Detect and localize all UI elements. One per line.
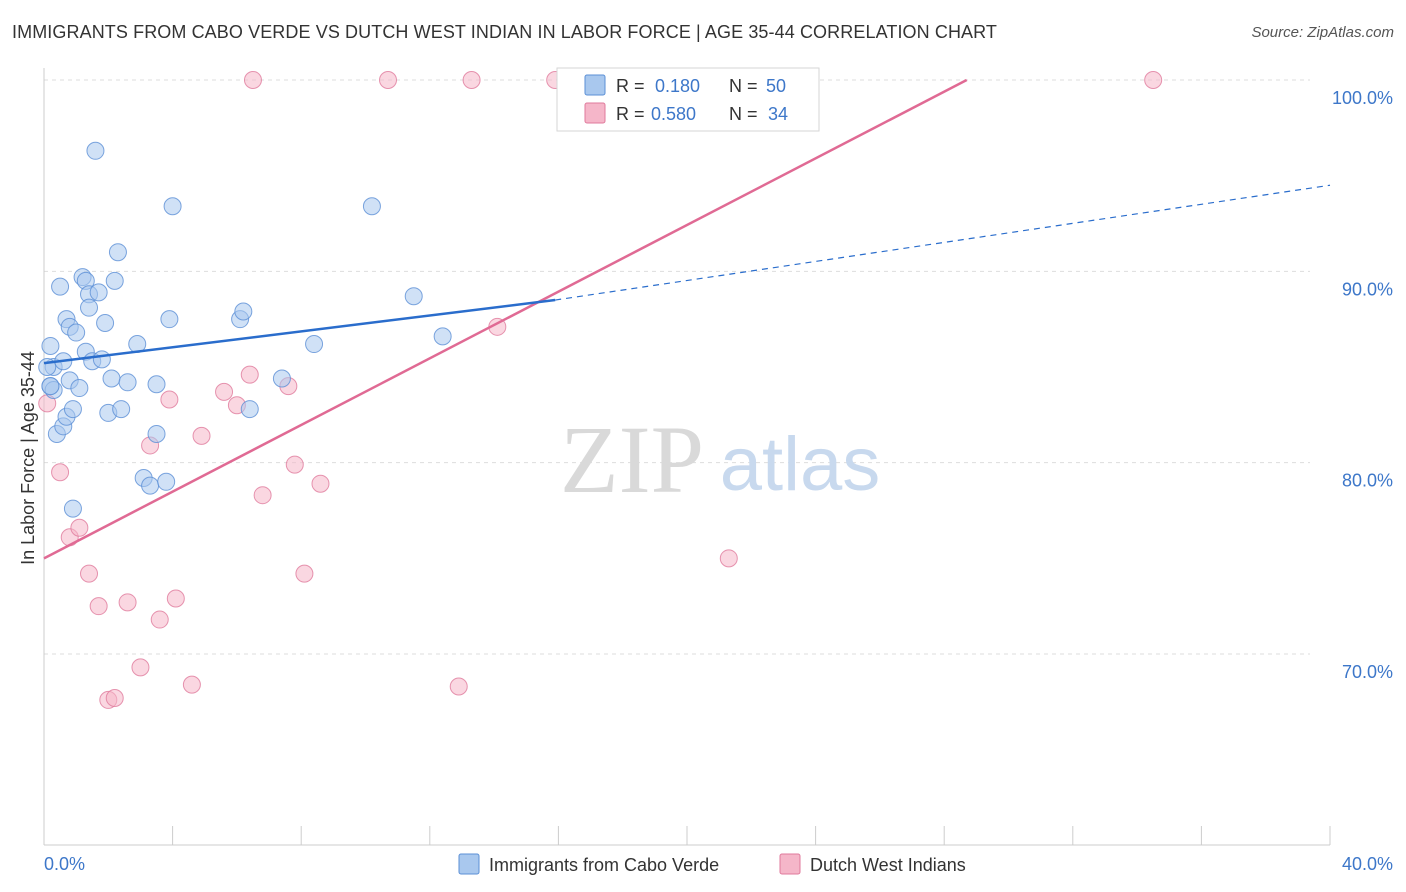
data-point-dutch-west-indians (243, 71, 262, 89)
data-point-dutch-west-indians (719, 549, 738, 568)
data-point-dutch-west-indians (449, 677, 468, 696)
data-point-dutch-west-indians (131, 658, 150, 677)
watermark-atlas: atlas (720, 422, 881, 507)
legend-n-label: N = (729, 76, 758, 96)
data-point-cabo-verde (147, 424, 166, 443)
axes (43, 68, 1331, 846)
legend-n-value: 34 (768, 104, 788, 124)
legend-n-value: 50 (766, 76, 786, 96)
data-point-dutch-west-indians (160, 390, 179, 409)
data-point-dutch-west-indians (166, 589, 185, 608)
data-point-dutch-west-indians (462, 71, 481, 89)
legend-swatch-pink (584, 102, 606, 124)
data-point-dutch-west-indians (253, 486, 272, 505)
y-axis-label: In Labor Force | Age 35-44 (18, 351, 38, 565)
source-label: Source: ZipAtlas.com (1251, 24, 1394, 41)
data-point-dutch-west-indians (70, 518, 89, 537)
data-point-cabo-verde (86, 141, 105, 160)
data-point-dutch-west-indians (150, 610, 169, 629)
data-point-cabo-verde (141, 476, 160, 495)
y-tick-label: 100.0% (1332, 88, 1393, 108)
trend-line-cabo-verde-extension (555, 184, 1331, 301)
data-point-cabo-verde (63, 499, 82, 518)
data-point-cabo-verde (51, 277, 70, 296)
correlation-legend: R = 0.180 N = 50 R = 0.580 N = 34 (556, 67, 820, 132)
bottom-legend-label-blue: Immigrants from Cabo Verde (489, 855, 719, 875)
bottom-legend-swatch-pink (779, 853, 801, 875)
bottom-legend-label-pink: Dutch West Indians (810, 855, 966, 875)
data-point-dutch-west-indians (118, 593, 137, 612)
data-point-dutch-west-indians (1144, 71, 1163, 89)
data-point-cabo-verde (92, 350, 111, 369)
data-point-cabo-verde (147, 375, 166, 394)
data-point-cabo-verde (108, 243, 127, 262)
trend-lines (43, 78, 1331, 560)
legend-r-value: 0.180 (655, 76, 700, 96)
legend-r-value: 0.580 (651, 104, 696, 124)
data-point-dutch-west-indians (215, 382, 234, 401)
data-point-cabo-verde (102, 369, 121, 388)
data-point-cabo-verde (160, 310, 179, 329)
watermark-zip: ZIP (560, 406, 704, 513)
data-point-cabo-verde (157, 472, 176, 491)
series-dutch-west-indians (38, 71, 1163, 709)
y-tick-label: 90.0% (1342, 279, 1393, 299)
data-point-cabo-verde (118, 373, 137, 392)
data-point-cabo-verde (96, 313, 115, 332)
data-point-cabo-verde (89, 283, 108, 302)
series-cabo-verde (38, 141, 452, 518)
data-point-cabo-verde (41, 377, 60, 396)
data-point-cabo-verde (362, 197, 381, 216)
data-point-dutch-west-indians (51, 463, 70, 482)
legend-n-label: N = (729, 104, 758, 124)
data-point-cabo-verde (272, 369, 291, 388)
data-point-dutch-west-indians (80, 564, 99, 583)
gridlines (44, 79, 1310, 655)
watermark: ZIP atlas (560, 406, 880, 513)
data-point-cabo-verde (240, 400, 259, 419)
x-tick-label: 0.0% (44, 854, 85, 874)
data-point-cabo-verde (404, 287, 423, 306)
data-point-cabo-verde (234, 302, 253, 321)
series-legend: Immigrants from Cabo Verde Dutch West In… (458, 853, 966, 875)
data-point-dutch-west-indians (182, 675, 201, 694)
data-point-dutch-west-indians (105, 689, 124, 708)
data-point-dutch-west-indians (192, 426, 211, 445)
bottom-legend-swatch-blue (458, 853, 480, 875)
tick-labels: 70.0% 80.0% 90.0% 100.0% 0.0% 40.0% (44, 88, 1393, 874)
data-point-dutch-west-indians (379, 71, 398, 89)
data-point-cabo-verde (433, 327, 452, 346)
trend-line-cabo-verde (43, 298, 556, 365)
data-point-cabo-verde (63, 400, 82, 419)
data-point-cabo-verde (80, 298, 99, 317)
data-point-cabo-verde (105, 271, 124, 290)
data-point-dutch-west-indians (89, 597, 108, 616)
chart-title: IMMIGRANTS FROM CABO VERDE VS DUTCH WEST… (12, 22, 998, 42)
y-tick-label: 70.0% (1342, 662, 1393, 682)
y-tick-label: 80.0% (1342, 471, 1393, 491)
legend-swatch-blue (584, 74, 606, 96)
data-point-cabo-verde (305, 335, 324, 354)
legend-r-label: R = (616, 104, 645, 124)
data-point-dutch-west-indians (285, 455, 304, 474)
data-point-dutch-west-indians (295, 564, 314, 583)
legend-r-label: R = (616, 76, 645, 96)
data-point-cabo-verde (41, 336, 60, 355)
x-tick-label: 40.0% (1342, 854, 1393, 874)
trend-line-dutch-west-indians (43, 78, 968, 560)
data-point-cabo-verde (67, 323, 86, 342)
data-point-dutch-west-indians (311, 474, 330, 493)
data-point-cabo-verde (112, 400, 131, 419)
data-point-dutch-west-indians (240, 365, 259, 384)
data-point-cabo-verde (163, 197, 182, 216)
data-point-cabo-verde (70, 379, 89, 398)
